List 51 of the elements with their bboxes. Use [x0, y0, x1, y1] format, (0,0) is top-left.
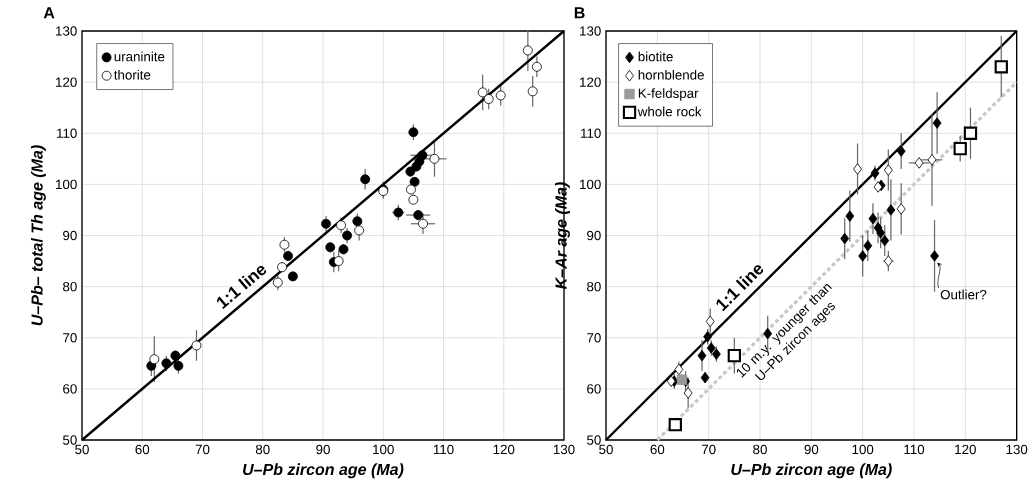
x-tick-label: 60 [650, 444, 665, 455]
text: 1:1 line [716, 265, 764, 312]
y-axis-title: K–Ar age (Ma) [554, 182, 570, 290]
y-tick-label: 90 [63, 230, 77, 241]
x-tick-label: 120 [955, 444, 976, 455]
y-tick-label: 60 [63, 384, 77, 394]
x-tick-label: 120 [493, 444, 515, 455]
x-tick-label: 70 [701, 444, 716, 455]
y-tick-label: 90 [587, 230, 601, 241]
x-tick-label: 50 [75, 444, 89, 455]
x-tick-label: 80 [753, 444, 767, 455]
x-axis-title: U–Pb zircon age (Ma) [243, 463, 404, 479]
y-tick-label: 130 [580, 26, 601, 36]
x-tick-label: 90 [804, 444, 819, 455]
x-tick-label: 100 [852, 444, 874, 455]
y-tick-label: 50 [63, 435, 77, 445]
y-tick-label: 50 [587, 435, 601, 445]
x-tick-label: 50 [599, 444, 613, 455]
y-tick-label: 60 [587, 384, 601, 394]
y-tick-label: 80 [63, 281, 77, 292]
y-tick-label: 100 [56, 179, 77, 190]
x-axis-title: U–Pb zircon age (Ma) [731, 463, 892, 479]
x-tick-label: 70 [195, 444, 210, 455]
y-tick-label: 130 [56, 26, 77, 36]
y-axis-title: U–Pb– total Th age (Ma) [30, 145, 46, 326]
legend-label: biotite [638, 51, 673, 62]
x-tick-label: 80 [255, 444, 270, 455]
y-tick-label: 120 [580, 77, 601, 87]
legend-label: K-feldspar [638, 88, 699, 101]
y-tick-label: 70 [63, 333, 77, 343]
y-tick-label: 120 [56, 77, 77, 87]
annotation: Outlier? [940, 289, 987, 300]
y-tick-label: 80 [587, 281, 601, 292]
x-tick-label: 90 [316, 444, 330, 455]
y-tick-label: 100 [580, 179, 601, 190]
x-tick-label: 60 [135, 444, 150, 455]
legend-label: thorite [114, 69, 151, 80]
chart-title: A [43, 7, 55, 19]
legend-label: whole rock [637, 106, 702, 117]
text: 1:1 line [216, 265, 267, 309]
x-tick-label: 100 [373, 444, 394, 455]
y-tick-label: 110 [57, 128, 77, 138]
x-tick-label: 130 [553, 444, 575, 455]
y-tick-label: 70 [587, 333, 601, 343]
legend-label: hornblende [638, 69, 704, 80]
x-tick-label: 110 [904, 444, 925, 455]
legend-label: uraninite [114, 51, 165, 62]
chart-title: B [574, 7, 585, 19]
x-tick-label: 110 [433, 444, 454, 455]
x-tick-label: 130 [1006, 444, 1028, 455]
y-tick-label: 110 [581, 128, 601, 138]
